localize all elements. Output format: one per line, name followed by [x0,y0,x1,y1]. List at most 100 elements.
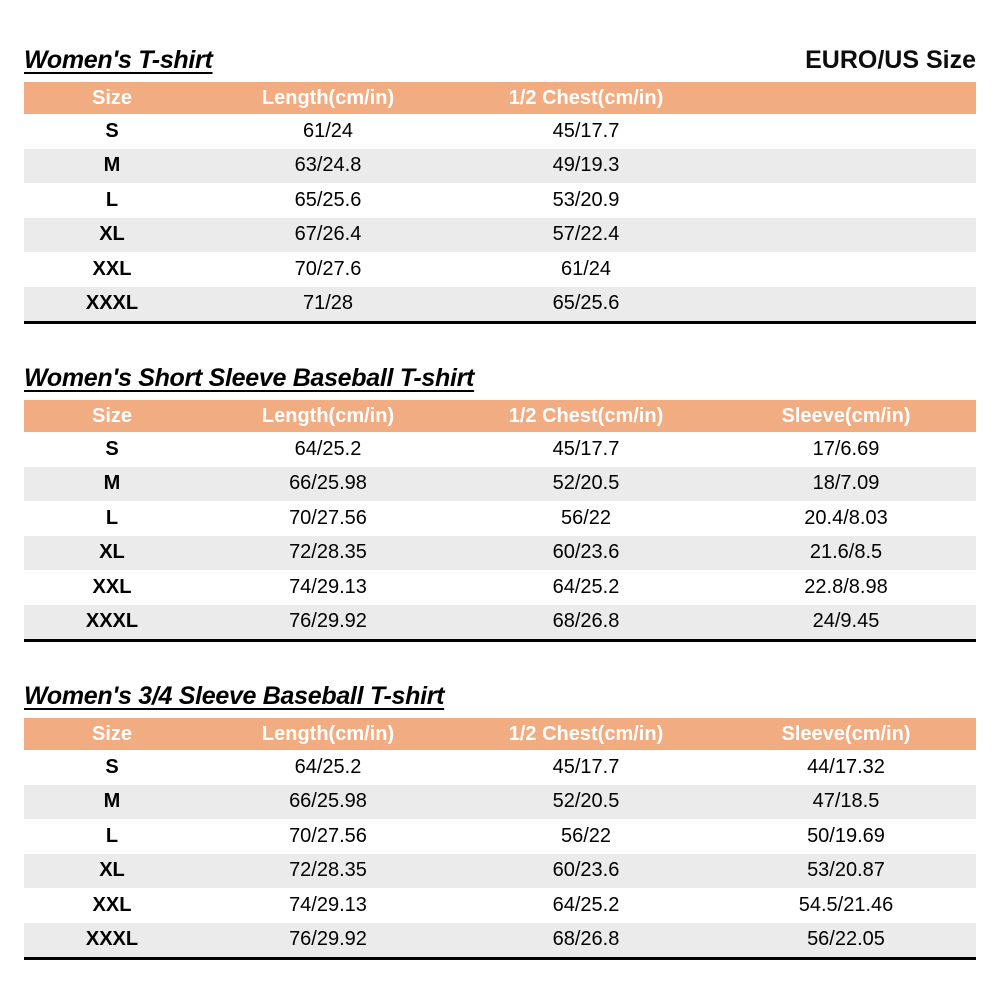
table-title-womens-tshirt: Women's T-shirt [24,46,213,74]
table-row: XXXL 76/29.92 68/26.8 24/9.45 [24,604,976,641]
column-header: 1/2 Chest(cm/in) [456,82,716,114]
chest-cell: 45/17.7 [552,755,620,778]
size-cell: XXXL [85,610,139,633]
column-header: Length(cm/in) [200,82,456,114]
size-standard-label: EURO/US Size [805,46,976,74]
size-cell: M [103,472,121,495]
size-cell: XL [99,541,125,564]
sleeve-cell: 44/17.32 [807,755,885,778]
chest-cell: 65/25.6 [552,292,620,315]
sleeve-cell: 54.5/21.46 [798,893,894,916]
size-cell: S [105,755,119,778]
sleeve-cell: 17/6.69 [812,437,880,460]
length-cell: 70/27.6 [294,257,362,280]
column-header [716,82,976,114]
sleeve-cell [716,183,976,218]
length-cell: 72/28.35 [289,541,367,564]
chest-cell: 61/24 [560,257,612,280]
column-header: Size [24,400,200,432]
table-row: XXL 74/29.13 64/25.2 54.5/21.46 [24,888,976,923]
chest-cell: 68/26.8 [552,928,620,951]
column-header: Length(cm/in) [200,400,456,432]
size-cell: XXXL [85,292,139,315]
chest-cell: 56/22 [560,506,612,529]
table-title-short-sleeve-baseball: Women's Short Sleeve Baseball T-shirt [24,364,475,392]
table-row: XXXL 71/28 65/25.6 [24,286,976,323]
column-header: Length(cm/in) [200,718,456,750]
header-row: Size Length(cm/in) 1/2 Chest(cm/in) [24,82,976,114]
length-cell: 74/29.13 [289,575,367,598]
sleeve-cell [716,114,976,149]
sleeve-cell: 22.8/8.98 [804,575,888,598]
length-cell: 70/27.56 [289,506,367,529]
size-cell: XL [99,223,125,246]
chest-cell: 68/26.8 [552,610,620,633]
length-cell: 67/26.4 [294,223,362,246]
chest-cell: 60/23.6 [552,541,620,564]
table-row: S 64/25.2 45/17.7 44/17.32 [24,750,976,785]
table-row: XL 72/28.35 60/23.6 53/20.87 [24,853,976,888]
chest-cell: 52/20.5 [552,472,620,495]
womens-tshirt-size-table: Size Length(cm/in) 1/2 Chest(cm/in) S 61/24 4… [24,82,976,324]
table-title-three-quarter-sleeve-baseball: Women's 3/4 Sleeve Baseball T-shirt [24,682,445,710]
header-row: Size Length(cm/in) 1/2 Chest(cm/in) Sleeve(… [24,400,976,432]
size-cell: S [105,437,119,460]
length-cell: 66/25.98 [289,790,367,813]
column-header: Size [24,718,200,750]
sleeve-cell: 47/18.5 [812,790,880,813]
size-cell: XXXL [85,928,139,951]
length-cell: 72/28.35 [289,859,367,882]
size-cell: L [105,824,119,847]
column-header: 1/2 Chest(cm/in) [456,718,716,750]
chest-cell: 60/23.6 [552,859,620,882]
size-cell: XXL [92,257,132,280]
table-row: XXL 74/29.13 64/25.2 22.8/8.98 [24,570,976,605]
sleeve-cell: 50/19.69 [807,824,885,847]
table-row: S 61/24 45/17.7 [24,114,976,149]
chest-cell: 64/25.2 [552,575,620,598]
three-quarter-sleeve-baseball-size-table: Size Length(cm/in) 1/2 Chest(cm/in) Sleeve(… [24,718,976,960]
sleeve-cell: 24/9.45 [812,610,880,633]
table-row: S 64/25.2 45/17.7 17/6.69 [24,432,976,467]
table-row: XXL 70/27.6 61/24 [24,252,976,287]
short-sleeve-baseball-size-table: Size Length(cm/in) 1/2 Chest(cm/in) Sleeve(… [24,400,976,642]
size-cell: M [103,790,121,813]
sleeve-cell [716,218,976,253]
chest-cell: 45/17.7 [552,119,620,142]
length-cell: 76/29.92 [289,928,367,951]
header-row: Size Length(cm/in) 1/2 Chest(cm/in) Sleeve(… [24,718,976,750]
sleeve-cell [716,287,976,323]
sleeve-cell: 53/20.87 [807,859,885,882]
sleeve-cell [716,252,976,287]
column-header: 1/2 Chest(cm/in) [456,400,716,432]
chest-cell: 64/25.2 [552,893,620,916]
size-cell: L [105,506,119,529]
length-cell: 63/24.8 [294,154,362,177]
size-cell: S [105,119,119,142]
chest-cell: 53/20.9 [552,188,620,211]
chest-cell: 52/20.5 [552,790,620,813]
sleeve-cell: 20.4/8.03 [804,506,888,529]
table-row: L 70/27.56 56/22 20.4/8.03 [24,501,976,536]
column-header: Size [24,82,200,114]
size-cell: L [105,188,119,211]
size-cell: M [103,154,121,177]
length-cell: 76/29.92 [289,610,367,633]
length-cell: 64/25.2 [294,437,362,460]
table-row: M 66/25.98 52/20.5 47/18.5 [24,784,976,819]
chest-cell: 45/17.7 [552,437,620,460]
column-header: Sleeve(cm/in) [716,400,976,432]
table-row: XXXL 76/29.92 68/26.8 56/22.05 [24,922,976,959]
column-header: Sleeve(cm/in) [716,718,976,750]
length-cell: 61/24 [302,119,354,142]
table-row: M 63/24.8 49/19.3 [24,148,976,184]
page-header: Women's T-shirt EURO/US Size [24,46,976,75]
table-row: L 70/27.56 56/22 50/19.69 [24,819,976,854]
length-cell: 66/25.98 [289,472,367,495]
chest-cell: 56/22 [560,824,612,847]
length-cell: 71/28 [302,292,354,315]
sleeve-cell [716,149,976,184]
sleeve-cell: 21.6/8.5 [809,541,883,564]
length-cell: 74/29.13 [289,893,367,916]
